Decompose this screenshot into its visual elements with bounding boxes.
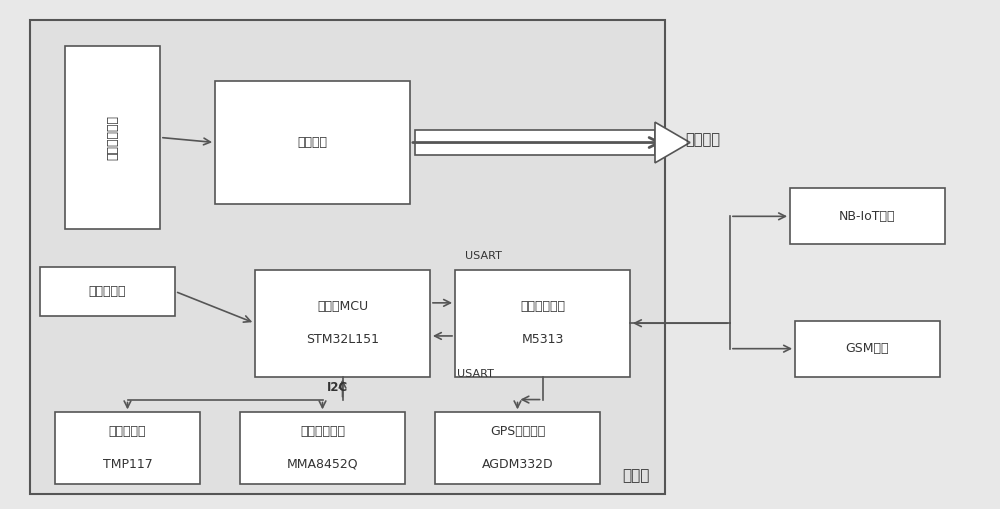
Text: 电源转换: 电源转换 xyxy=(298,136,328,149)
Bar xyxy=(455,270,630,377)
Bar xyxy=(790,188,945,244)
Text: 加速度传感器: 加速度传感器 xyxy=(300,425,345,438)
Text: 直流电源: 直流电源 xyxy=(685,132,720,148)
Text: 双模通信模组: 双模通信模组 xyxy=(520,300,565,314)
Text: M5313: M5313 xyxy=(521,333,564,346)
Bar xyxy=(415,130,655,155)
Bar xyxy=(55,412,200,484)
Bar xyxy=(65,46,160,229)
Polygon shape xyxy=(655,122,690,163)
Text: AGDM332D: AGDM332D xyxy=(482,458,553,471)
Bar xyxy=(795,321,940,377)
Text: 高容量锂电池: 高容量锂电池 xyxy=(106,115,119,160)
Text: 嵌入式MCU: 嵌入式MCU xyxy=(317,300,368,314)
Text: 电路板: 电路板 xyxy=(623,469,650,484)
Bar xyxy=(240,412,405,484)
Text: MMA8452Q: MMA8452Q xyxy=(287,458,358,471)
Text: 光敏传感器: 光敏传感器 xyxy=(89,285,126,298)
Text: TMP117: TMP117 xyxy=(103,458,152,471)
Text: STM32L151: STM32L151 xyxy=(306,333,379,346)
Text: 温度传感器: 温度传感器 xyxy=(109,425,146,438)
Bar xyxy=(435,412,600,484)
Bar xyxy=(30,20,665,494)
Text: USART: USART xyxy=(457,369,494,379)
Text: GSM基站: GSM基站 xyxy=(846,342,889,355)
Bar xyxy=(255,270,430,377)
Text: NB-IoT基站: NB-IoT基站 xyxy=(839,210,896,223)
Text: GPS定位模组: GPS定位模组 xyxy=(490,425,545,438)
Text: I2C: I2C xyxy=(327,381,349,394)
Bar xyxy=(40,267,175,316)
Text: USART: USART xyxy=(465,250,502,261)
Bar xyxy=(215,81,410,204)
